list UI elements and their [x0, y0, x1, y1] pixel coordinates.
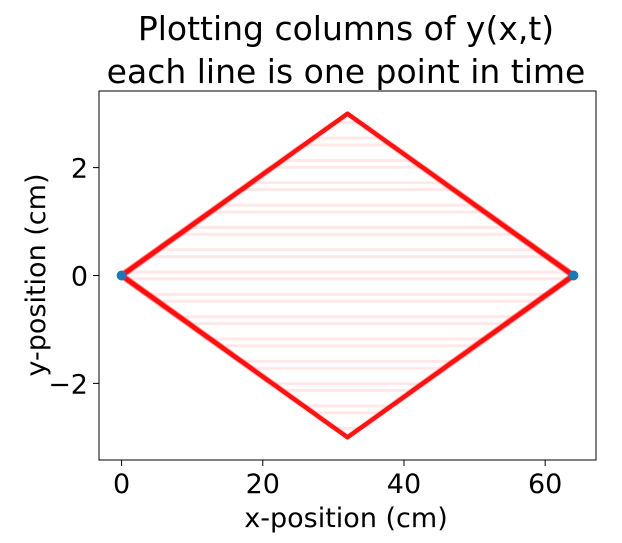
snapshot-line [120, 225, 575, 279]
chart-title-line-2: each line is one point in time [107, 52, 586, 91]
x-axis-ticks: 0 20 40 60 [113, 460, 562, 500]
snapshot-line [120, 276, 575, 408]
snapshot-line [120, 113, 575, 279]
snapshot-line [120, 248, 575, 279]
snapshot-lines [120, 111, 575, 440]
endpoint-markers [116, 270, 579, 281]
snapshot-line [120, 210, 575, 275]
snapshot-line [120, 158, 575, 279]
snapshot-line [120, 276, 575, 341]
snapshot-line [120, 272, 575, 326]
envelope-line-upper [120, 111, 575, 278]
snapshot-line [120, 272, 575, 303]
snapshot-line [120, 272, 575, 393]
endpoint-marker [568, 270, 579, 281]
x-tick-label: 40 [387, 469, 421, 500]
y-tick-label: 2 [71, 154, 88, 185]
y-axis-ticks: −2 0 2 [48, 154, 99, 400]
snapshot-line [120, 272, 575, 438]
snapshot-line [120, 232, 575, 275]
y-axis-label: y-position (cm) [21, 174, 52, 377]
envelope-line-lower [120, 273, 575, 440]
endpoint-marker [116, 270, 127, 281]
snapshot-line [120, 203, 575, 279]
snapshot-line [120, 255, 575, 275]
x-tick-label: 0 [113, 469, 130, 500]
snapshot-line [120, 188, 575, 275]
x-tick-label: 20 [246, 469, 280, 500]
snapshot-line [120, 272, 575, 348]
y-tick-label: −2 [48, 369, 88, 400]
snapshot-line [120, 272, 575, 281]
snapshot-line [120, 143, 575, 275]
snapshot-line [120, 270, 575, 279]
chart-title-line-1: Plotting columns of y(x,t) [138, 9, 554, 48]
x-axis-label: x-position (cm) [244, 503, 447, 534]
snapshot-line [120, 276, 575, 296]
snapshot-line [120, 276, 575, 319]
snapshot-line [120, 276, 575, 363]
x-tick-label: 60 [528, 469, 562, 500]
y-tick-label: 0 [71, 262, 88, 293]
